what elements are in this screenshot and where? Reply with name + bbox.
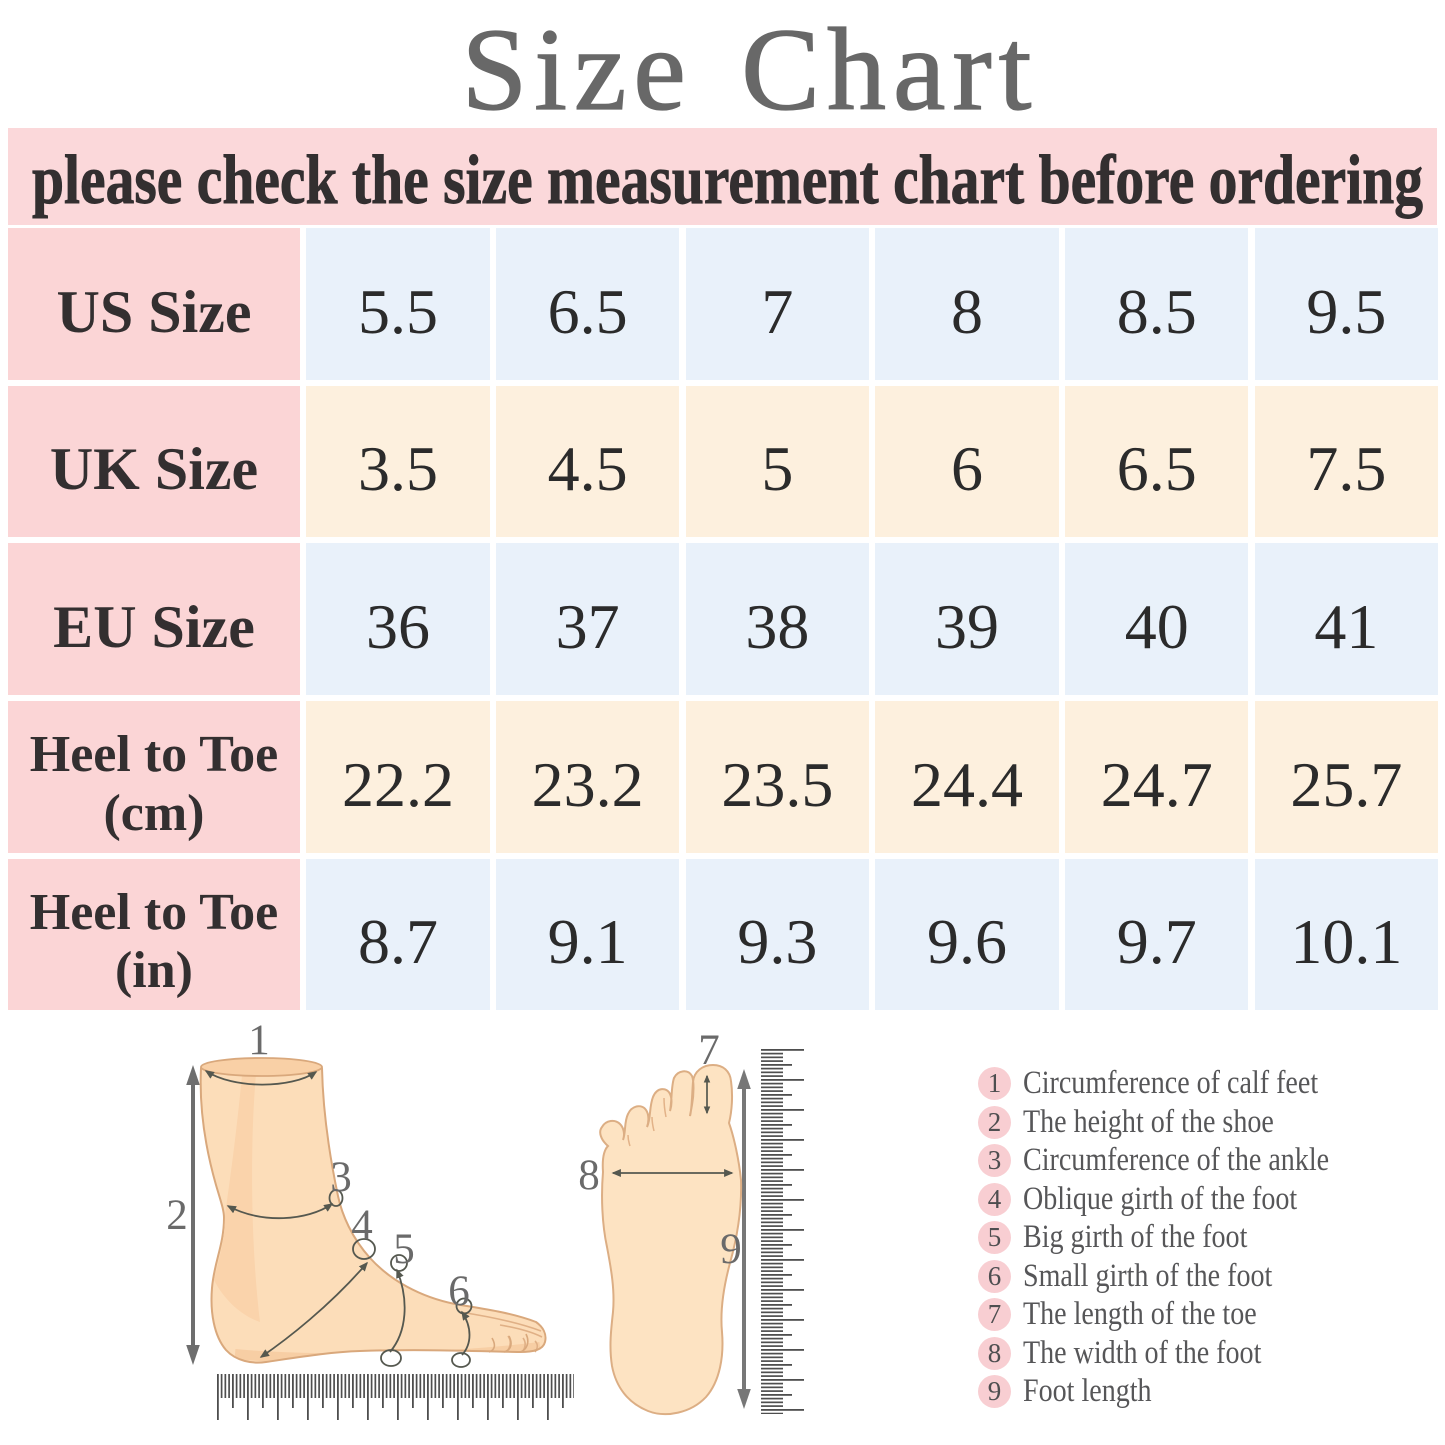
svg-text:1: 1 xyxy=(248,1020,270,1064)
svg-text:3: 3 xyxy=(330,1154,352,1201)
svg-text:2: 2 xyxy=(166,1192,188,1239)
svg-text:8: 8 xyxy=(578,1152,600,1199)
svg-text:9: 9 xyxy=(720,1226,742,1273)
svg-text:7: 7 xyxy=(698,1027,720,1074)
svg-text:4: 4 xyxy=(351,1202,373,1249)
svg-text:5: 5 xyxy=(393,1226,415,1273)
svg-text:6: 6 xyxy=(448,1268,470,1315)
